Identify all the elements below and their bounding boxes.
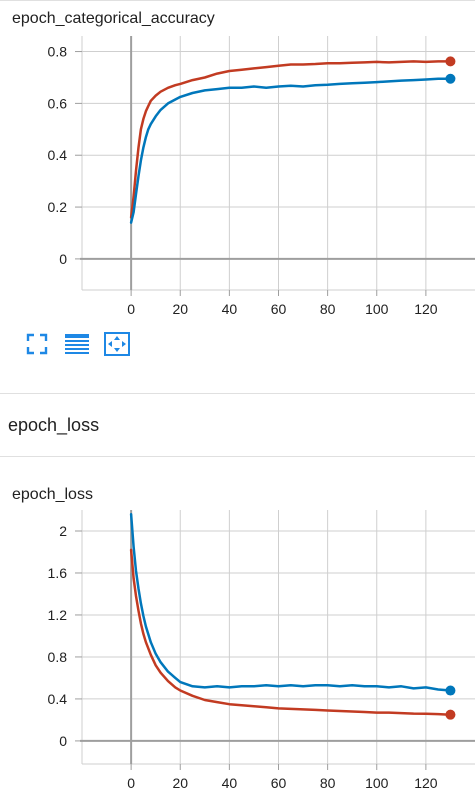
y-tick-label: 0.8 — [48, 649, 68, 665]
y-tick-label: 0.4 — [48, 147, 68, 163]
x-tick-label: 40 — [222, 775, 238, 791]
fullscreen-button[interactable] — [24, 331, 50, 357]
top-divider — [0, 0, 475, 1]
y-tick-label: 1.6 — [48, 565, 68, 581]
fit-domain-icon — [104, 332, 130, 356]
y-tick-label: 0.6 — [48, 95, 68, 111]
x-tick-label: 80 — [320, 301, 336, 317]
x-tick-label: 80 — [320, 775, 336, 791]
y-tick-label: 2 — [59, 523, 67, 539]
accuracy-chart[interactable]: 0 0.2 0.4 0.6 0.8 0 20 40 60 80 100 120 — [0, 36, 475, 326]
loss-chart[interactable]: 00.40.81.21.620 20 40 60 80 100 120 — [0, 510, 475, 800]
chart-title-loss: epoch_loss — [12, 486, 93, 503]
series-line-1 — [129, 77, 452, 224]
section-divider — [0, 393, 475, 394]
series-line-0 — [129, 548, 452, 716]
data-table-button[interactable] — [64, 331, 90, 357]
x-tick-label: 120 — [414, 301, 438, 317]
fullscreen-icon — [26, 333, 48, 355]
x-tick-label: 0 — [127, 775, 135, 791]
x-tick-label: 20 — [172, 301, 188, 317]
series-endpoint-0 — [445, 56, 456, 67]
series-line-0 — [129, 60, 452, 219]
x-tick-label: 100 — [365, 301, 389, 317]
y-tick-label: 0 — [59, 251, 67, 267]
section-header-divider — [0, 456, 475, 457]
y-tick-label: 0 — [59, 733, 67, 749]
series-endpoint-1 — [445, 685, 456, 696]
series-endpoint-0 — [445, 709, 456, 720]
x-tick-label: 40 — [222, 301, 238, 317]
x-tick-label: 120 — [414, 775, 438, 791]
x-tick-label: 20 — [172, 775, 188, 791]
series-line-1 — [129, 512, 452, 692]
x-tick-label: 0 — [127, 301, 135, 317]
fit-domain-button[interactable] — [104, 331, 130, 357]
y-tick-label: 0.4 — [48, 691, 68, 707]
y-tick-label: 1.2 — [48, 607, 68, 623]
x-tick-label: 100 — [365, 775, 389, 791]
x-tick-label: 60 — [271, 301, 287, 317]
chart-toolbar — [24, 330, 130, 358]
series-endpoint-1 — [445, 73, 456, 84]
section-title[interactable]: epoch_loss — [8, 415, 100, 435]
y-tick-label: 0.2 — [48, 199, 68, 215]
chart-title-accuracy: epoch_categorical_accuracy — [12, 10, 215, 27]
data-table-icon — [65, 334, 89, 354]
x-tick-label: 60 — [271, 775, 287, 791]
y-tick-label: 0.8 — [48, 44, 68, 60]
